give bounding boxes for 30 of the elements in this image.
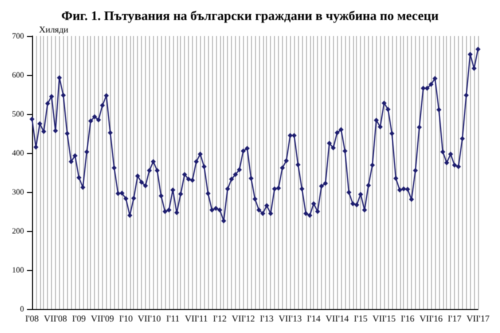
x-tick-label: VII'16 — [419, 314, 444, 324]
y-tick-label: 100 — [12, 266, 24, 274]
y-tick-label: 300 — [12, 188, 24, 196]
x-tick-label: I'13 — [260, 314, 274, 324]
x-tick-label: VII'15 — [372, 314, 396, 324]
y-tick-label: 0 — [20, 304, 24, 314]
y-tick-label: 700 — [12, 32, 24, 40]
x-tick-label: VII'13 — [278, 314, 302, 324]
x-tick-label: VII'09 — [90, 314, 114, 324]
x-tick-label: I'08 — [25, 314, 40, 324]
y-tick-label: 400 — [12, 148, 24, 158]
chart-title: Фиг. 1. Пътувания на български граждани в чужбина по месеци — [61, 8, 440, 23]
x-tick-label: I'10 — [119, 314, 134, 324]
x-tick-label: VII'10 — [138, 314, 162, 324]
x-tick-label: I'17 — [448, 314, 462, 324]
x-tick-label: I'12 — [212, 314, 227, 324]
x-tick-label: VII'12 — [232, 314, 255, 324]
y-axis-title: Хиляди — [39, 24, 69, 34]
y-tick-label: 600 — [12, 70, 24, 80]
y-tick-label: 200 — [12, 226, 24, 236]
x-tick-label: I'15 — [354, 314, 368, 324]
x-tick-label: VII'17 — [466, 314, 490, 324]
x-tick-label: VII'14 — [326, 314, 350, 324]
x-tick-label: I'11 — [166, 314, 180, 324]
x-tick-label: I'09 — [72, 314, 86, 324]
x-tick-label: VII'11 — [184, 314, 208, 324]
x-tick-label: I'14 — [306, 314, 321, 324]
y-tick-label: 500 — [12, 110, 24, 118]
x-tick-label: I'16 — [400, 314, 415, 324]
x-tick-label: VII'08 — [44, 314, 68, 324]
